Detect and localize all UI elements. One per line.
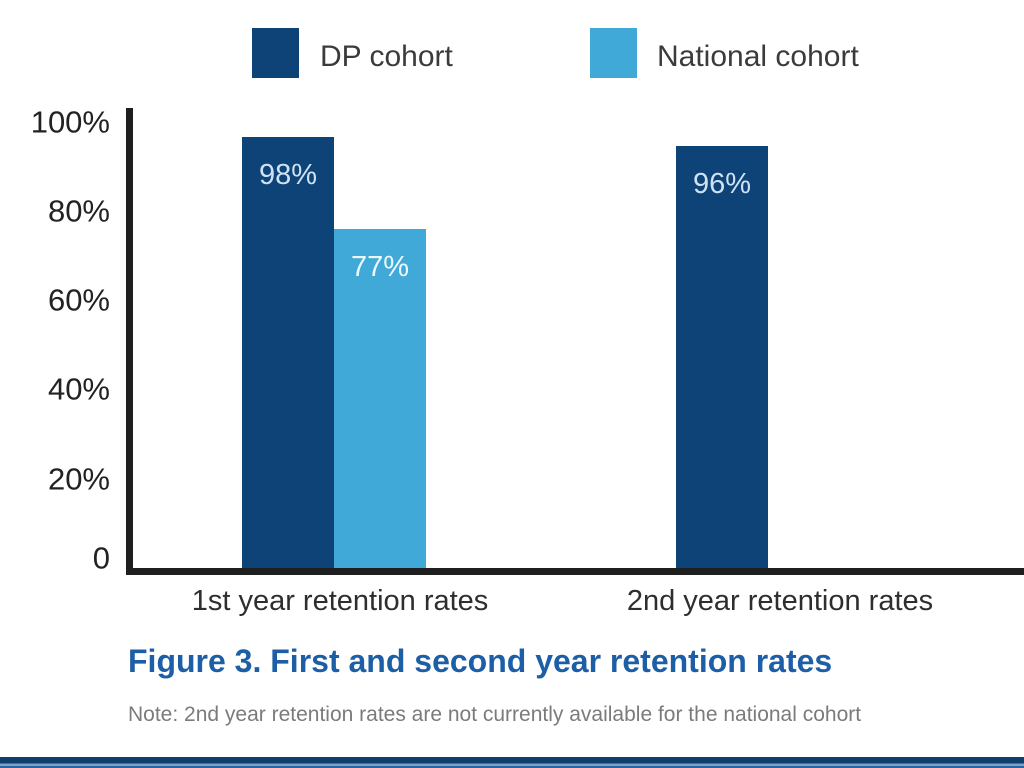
legend-label-national-cohort: National cohort — [657, 40, 859, 73]
y-axis-tick-label: 0 — [92, 540, 110, 576]
y-axis-tick-label: 80% — [47, 193, 110, 229]
x-axis-line — [126, 568, 1024, 575]
x-category-label-1st-year: 1st year retention rates — [191, 585, 489, 617]
bar-dp-cohort-category-1: 98% — [242, 137, 334, 568]
bar-value-label: 96% — [692, 168, 752, 200]
bar-value-label: 77% — [350, 251, 410, 283]
bar-dp-cohort-category-2: 96% — [676, 146, 768, 568]
y-axis-tick-label: 20% — [47, 461, 110, 497]
bar-national-cohort-category-1: 77% — [334, 229, 426, 568]
bar-value-label: 98% — [258, 159, 318, 191]
figure-caption-title: Figure 3. First and second year retentio… — [128, 643, 833, 679]
legend-swatch-dp-cohort — [252, 28, 299, 78]
y-axis-line — [126, 108, 133, 575]
y-axis-tick-label: 60% — [47, 282, 110, 318]
y-axis-tick-label: 100% — [30, 104, 110, 140]
bottom-divider-band — [0, 757, 1024, 768]
legend-label-dp-cohort: DP cohort — [320, 40, 453, 73]
y-axis-tick-label: 40% — [47, 371, 110, 407]
legend-swatch-national-cohort — [590, 28, 637, 78]
x-category-label-2nd-year: 2nd year retention rates — [626, 585, 934, 617]
figure-caption-note: Note: 2nd year retention rates are not c… — [128, 703, 862, 726]
